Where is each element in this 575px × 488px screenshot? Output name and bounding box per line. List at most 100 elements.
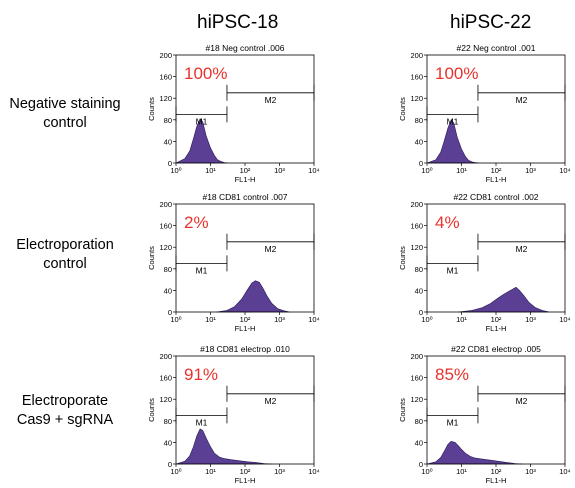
y-tick-label: 40 — [415, 438, 423, 447]
x-tick-label: 10² — [491, 315, 502, 324]
x-axis-label: FL1-H — [235, 324, 256, 333]
x-tick-label: 10² — [491, 166, 502, 175]
x-tick-label: 10⁰ — [170, 166, 181, 175]
y-axis-label: Counts — [398, 97, 407, 121]
x-tick-label: 10² — [491, 467, 502, 476]
x-tick-label: 10⁴ — [559, 467, 571, 476]
histogram-panel: #22 CD81 control .002 0 40 80 120 160 200 10⁰ 10… — [398, 192, 571, 333]
gate-label: M2 — [265, 95, 277, 105]
percent-positive-label: 91% — [184, 365, 218, 384]
gate-label: M2 — [265, 244, 277, 254]
y-axis-label: Counts — [398, 398, 407, 422]
x-tick-label: 10⁰ — [421, 467, 432, 476]
histogram-panel: #22 Neg control .001 0 40 80 120 160 200 10⁰ 10¹… — [398, 43, 571, 184]
row-label-line: Negative staining — [9, 96, 121, 112]
y-tick-label: 200 — [410, 51, 423, 60]
y-axis-label: Counts — [147, 246, 156, 270]
x-tick-label: 10² — [240, 315, 251, 324]
y-tick-label: 120 — [159, 243, 172, 252]
y-tick-label: 160 — [410, 374, 423, 383]
gate-label: M1 — [196, 265, 208, 275]
x-tick-label: 10⁰ — [421, 166, 432, 175]
x-tick-label: 10¹ — [456, 166, 467, 175]
y-tick-label: 0 — [419, 159, 423, 168]
x-tick-label: 10⁴ — [308, 166, 320, 175]
histogram-area — [216, 280, 290, 313]
y-tick-label: 80 — [164, 417, 172, 426]
gate-label: M1 — [196, 417, 208, 427]
x-tick-label: 10⁴ — [559, 315, 571, 324]
y-tick-label: 80 — [164, 265, 172, 274]
y-tick-label: 40 — [164, 438, 172, 447]
gate-label: M1 — [447, 265, 459, 275]
histogram-panel: #18 CD81 control .007 0 40 80 120 160 200 10⁰ 10… — [147, 192, 320, 333]
y-tick-label: 120 — [159, 94, 172, 103]
x-tick-label: 10³ — [525, 315, 536, 324]
panel-title: #22 CD81 electrop .005 — [451, 344, 541, 354]
x-tick-label: 10³ — [525, 467, 536, 476]
x-tick-label: 10⁴ — [308, 467, 320, 476]
x-tick-label: 10⁰ — [170, 315, 181, 324]
y-tick-label: 200 — [159, 200, 172, 209]
x-tick-label: 10¹ — [456, 467, 467, 476]
gate-label: M1 — [447, 116, 459, 126]
y-tick-label: 80 — [415, 417, 423, 426]
x-axis-label: FL1-H — [486, 476, 507, 485]
percent-positive-label: 100% — [184, 64, 227, 83]
y-tick-label: 160 — [410, 73, 423, 82]
gate-label: M1 — [447, 417, 459, 427]
histogram-area — [458, 286, 550, 313]
y-tick-label: 200 — [159, 51, 172, 60]
gate-label: M2 — [516, 244, 528, 254]
x-tick-label: 10³ — [274, 166, 285, 175]
x-tick-label: 10⁰ — [170, 467, 181, 476]
y-tick-label: 160 — [159, 374, 172, 383]
y-tick-label: 40 — [164, 137, 172, 146]
y-tick-label: 120 — [410, 243, 423, 252]
y-tick-label: 40 — [164, 286, 172, 295]
y-tick-label: 0 — [168, 308, 172, 317]
percent-positive-label: 2% — [184, 213, 209, 232]
gate-label: M2 — [516, 95, 528, 105]
histogram-panel: #18 Neg control .006 0 40 80 120 160 200 10⁰ 10¹… — [147, 43, 320, 184]
y-tick-label: 80 — [164, 116, 172, 125]
y-tick-label: 200 — [159, 352, 172, 361]
x-tick-label: 10¹ — [456, 315, 467, 324]
row-label-line: Electroporate — [21, 393, 109, 409]
row-label-electroporate-cas9-sgrna: Electroporate Cas9 + sgRNA — [0, 392, 130, 430]
panel-title: #22 CD81 control .002 — [453, 192, 538, 202]
y-axis-label: Counts — [147, 398, 156, 422]
histogram-area — [426, 119, 479, 164]
row-label-line: control — [43, 115, 87, 131]
y-tick-label: 160 — [159, 73, 172, 82]
row-label-line: control — [43, 256, 87, 272]
x-tick-label: 10⁰ — [421, 315, 432, 324]
histogram-area — [175, 428, 272, 465]
y-tick-label: 120 — [410, 94, 423, 103]
x-tick-label: 10³ — [274, 467, 285, 476]
x-axis-label: FL1-H — [486, 324, 507, 333]
y-tick-label: 120 — [410, 395, 423, 404]
y-tick-label: 40 — [415, 286, 423, 295]
y-tick-label: 200 — [410, 200, 423, 209]
x-axis-label: FL1-H — [235, 476, 256, 485]
x-tick-label: 10³ — [525, 166, 536, 175]
x-tick-label: 10¹ — [205, 467, 216, 476]
x-tick-label: 10² — [240, 166, 251, 175]
y-axis-label: Counts — [398, 246, 407, 270]
x-tick-label: 10¹ — [205, 166, 216, 175]
y-tick-label: 160 — [410, 222, 423, 231]
y-tick-label: 40 — [415, 137, 423, 146]
column-header-hipsc-18: hiPSC-18 — [197, 12, 279, 33]
y-tick-label: 0 — [168, 159, 172, 168]
panel-title: #18 Neg control .006 — [206, 43, 285, 53]
x-tick-label: 10⁴ — [308, 315, 320, 324]
y-tick-label: 0 — [419, 460, 423, 469]
row-label-line: Cas9 + sgRNA — [16, 412, 114, 428]
x-tick-label: 10¹ — [205, 315, 216, 324]
y-tick-label: 80 — [415, 265, 423, 274]
gate-label: M1 — [196, 116, 208, 126]
x-tick-label: 10³ — [274, 315, 285, 324]
row-label-negative-staining: Negative staining control — [0, 95, 130, 133]
